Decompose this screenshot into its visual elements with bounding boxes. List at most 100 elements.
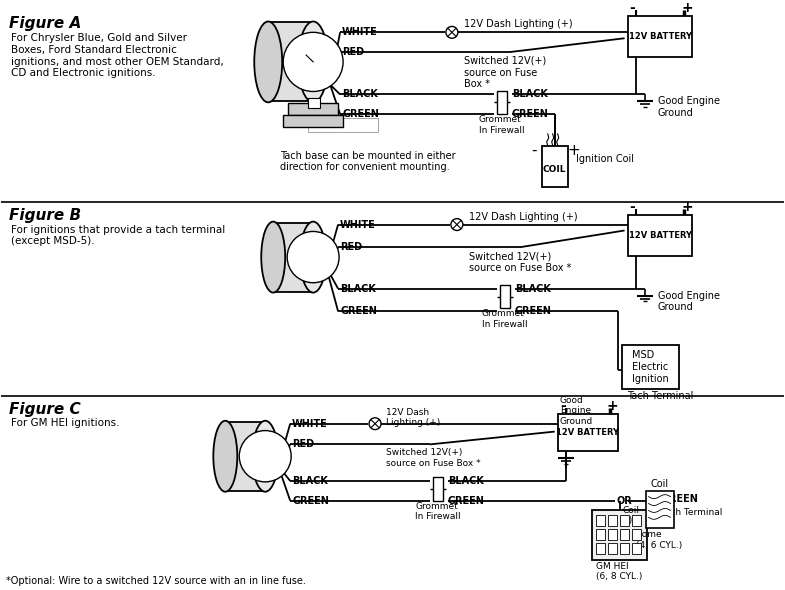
- Text: Coil
(-): Coil (-): [623, 506, 640, 525]
- Bar: [596, 516, 604, 526]
- Text: +: +: [681, 1, 693, 15]
- Text: Tach Terminal: Tach Terminal: [662, 509, 723, 517]
- Bar: [309, 99, 320, 108]
- Bar: [632, 529, 641, 540]
- Text: Grommet
In Firewall: Grommet In Firewall: [479, 115, 524, 135]
- Text: MSD
Electric
Ignition: MSD Electric Ignition: [632, 350, 669, 384]
- Text: BLACK: BLACK: [340, 284, 376, 294]
- Bar: [608, 543, 616, 554]
- Text: Coil: Coil: [651, 478, 669, 489]
- Bar: [608, 529, 616, 540]
- Text: 12V BATTERY: 12V BATTERY: [629, 231, 692, 240]
- Bar: [497, 90, 507, 114]
- Text: Figure C: Figure C: [9, 402, 80, 417]
- Text: Switched 12V(+)
source on Fuse Box *: Switched 12V(+) source on Fuse Box *: [469, 251, 571, 273]
- Text: BLACK: BLACK: [342, 90, 378, 100]
- Text: WHITE: WHITE: [342, 27, 378, 37]
- Text: 12V BATTERY: 12V BATTERY: [556, 428, 619, 437]
- Text: COIL: COIL: [543, 165, 567, 174]
- Text: OR: OR: [616, 496, 633, 506]
- Text: +: +: [568, 143, 580, 158]
- Text: +: +: [607, 399, 619, 413]
- Text: RED: RED: [342, 47, 364, 57]
- Text: For Chrysler Blue, Gold and Silver
Boxes, Ford Standard Electronic
ignitions, an: For Chrysler Blue, Gold and Silver Boxes…: [11, 33, 224, 78]
- Text: GREEN: GREEN: [515, 306, 552, 316]
- Text: GREEN: GREEN: [340, 306, 377, 316]
- Text: BLACK: BLACK: [448, 476, 484, 486]
- Bar: [627, 215, 692, 256]
- Bar: [283, 115, 343, 127]
- Ellipse shape: [252, 421, 278, 491]
- Bar: [596, 543, 604, 554]
- Text: BLACK: BLACK: [292, 476, 328, 486]
- Text: Good Engine
Ground: Good Engine Ground: [658, 96, 720, 118]
- Bar: [433, 477, 443, 500]
- Text: Switched 12V(+)
source on Fuse
Box *: Switched 12V(+) source on Fuse Box *: [464, 56, 546, 89]
- Text: Figure A: Figure A: [9, 15, 81, 31]
- Circle shape: [451, 219, 463, 231]
- Text: Grommet
In Firewall: Grommet In Firewall: [482, 309, 528, 329]
- Text: Switched 12V(+)
source on Fuse Box *: Switched 12V(+) source on Fuse Box *: [386, 448, 480, 468]
- Text: 12V Dash Lighting (+): 12V Dash Lighting (+): [469, 212, 578, 222]
- Bar: [622, 345, 680, 389]
- Text: 12V Dash
Lighting (+): 12V Dash Lighting (+): [386, 408, 440, 427]
- Text: GREEN: GREEN: [512, 109, 549, 119]
- Ellipse shape: [300, 222, 326, 293]
- Text: 12V BATTERY: 12V BATTERY: [629, 32, 692, 41]
- Text: For ignitions that provide a tach terminal
(except MSD-5).: For ignitions that provide a tach termin…: [11, 225, 225, 246]
- Bar: [557, 414, 618, 451]
- Bar: [592, 510, 647, 560]
- Text: GREEN: GREEN: [662, 494, 699, 504]
- Text: -: -: [630, 200, 635, 214]
- Bar: [542, 146, 568, 187]
- Bar: [619, 529, 629, 540]
- Text: GREEN: GREEN: [292, 496, 329, 506]
- Bar: [268, 22, 313, 101]
- Text: RED: RED: [340, 242, 362, 253]
- Text: +: +: [681, 200, 693, 214]
- Ellipse shape: [254, 21, 282, 102]
- Text: -: -: [560, 399, 565, 413]
- Circle shape: [369, 418, 381, 430]
- Bar: [619, 543, 629, 554]
- Text: Figure B: Figure B: [9, 208, 81, 223]
- Ellipse shape: [261, 222, 285, 293]
- Ellipse shape: [298, 21, 328, 102]
- Bar: [645, 491, 674, 528]
- Ellipse shape: [214, 421, 237, 491]
- Bar: [288, 103, 338, 115]
- Text: Good
Engine
Ground: Good Engine Ground: [560, 396, 593, 426]
- Text: BLACK: BLACK: [512, 90, 548, 100]
- Bar: [627, 15, 692, 57]
- Text: -: -: [531, 143, 536, 158]
- Circle shape: [239, 431, 291, 482]
- Text: For GM HEI ignitions.: For GM HEI ignitions.: [11, 418, 119, 428]
- Bar: [273, 222, 313, 291]
- Text: GREEN: GREEN: [342, 109, 379, 119]
- Text: WHITE: WHITE: [340, 219, 376, 230]
- Text: Tach base can be mounted in either
direction for convenient mounting.: Tach base can be mounted in either direc…: [280, 150, 456, 172]
- Bar: [309, 118, 378, 132]
- Text: GM HEI
(6, 8 CYL.): GM HEI (6, 8 CYL.): [597, 562, 643, 581]
- Text: 12V Dash Lighting (+): 12V Dash Lighting (+): [464, 19, 572, 30]
- Text: -: -: [630, 1, 635, 15]
- Bar: [632, 516, 641, 526]
- Text: Tach Terminal: Tach Terminal: [626, 391, 693, 401]
- Text: Ignition Coil: Ignition Coil: [575, 153, 633, 163]
- Text: GREEN: GREEN: [448, 496, 485, 506]
- Text: Some
(4, 6 CYL.): Some (4, 6 CYL.): [637, 530, 683, 549]
- Text: RED: RED: [292, 440, 314, 450]
- Circle shape: [446, 27, 458, 38]
- Bar: [632, 543, 641, 554]
- Bar: [596, 529, 604, 540]
- Bar: [608, 516, 616, 526]
- Text: WHITE: WHITE: [292, 419, 328, 429]
- Bar: [500, 285, 509, 309]
- Circle shape: [287, 231, 339, 283]
- Text: *Optional: Wire to a switched 12V source with an in line fuse.: *Optional: Wire to a switched 12V source…: [5, 576, 305, 586]
- Circle shape: [283, 32, 343, 91]
- Text: Good Engine
Ground: Good Engine Ground: [658, 291, 720, 312]
- Text: Grommet
In Firewall: Grommet In Firewall: [415, 502, 461, 521]
- Bar: [619, 516, 629, 526]
- Text: BLACK: BLACK: [515, 284, 550, 294]
